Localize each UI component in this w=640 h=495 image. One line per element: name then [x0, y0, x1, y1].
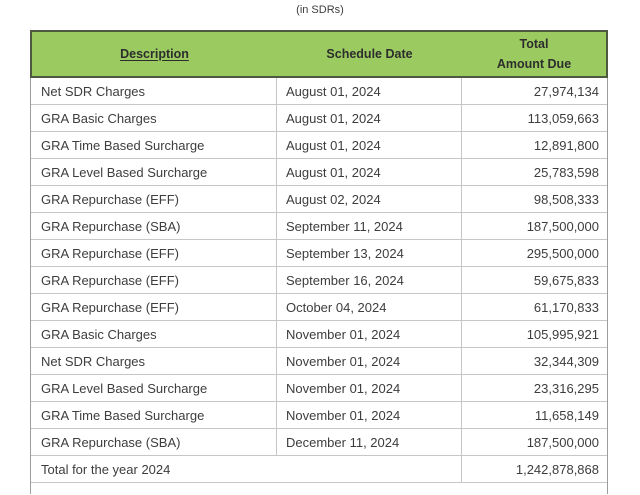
amount-cell: 59,675,833	[533, 272, 599, 288]
schedule-date-cell: August 02, 2024	[277, 186, 462, 212]
schedule-date-cell: September 11, 2024	[277, 213, 462, 239]
amount-cell: 295,500,000	[526, 245, 599, 261]
amount-cell: 12,891,800	[533, 137, 599, 153]
amount-cell: 187,500,000	[526, 218, 599, 234]
total-amount-due-header-line1: Total	[519, 37, 549, 51]
table-row: GRA Repurchase (EFF) September 13, 2024 …	[31, 240, 607, 267]
table-row: GRA Repurchase (EFF) October 04, 2024 61…	[31, 294, 607, 321]
table-row: GRA Repurchase (EFF) August 02, 2024 98,…	[31, 186, 607, 213]
description-cell: GRA Repurchase (SBA)	[31, 213, 277, 239]
table-row: GRA Repurchase (SBA) December 11, 2024 1…	[31, 429, 607, 456]
schedule-date-cell: September 13, 2024	[277, 240, 462, 266]
schedule-date-cell: August 01, 2024	[277, 105, 462, 131]
description-cell: GRA Repurchase (EFF)	[31, 267, 277, 293]
amount-cell: 187,500,000	[526, 434, 599, 450]
schedule-date-column-header: Schedule Date	[326, 47, 413, 61]
schedule-date-cell: November 01, 2024	[277, 348, 462, 374]
description-column-header: Description	[32, 47, 277, 61]
table-body: Net SDR Charges August 01, 2024 27,974,1…	[30, 78, 608, 494]
amount-cell: 11,658,149	[534, 407, 599, 423]
total-amount-cell: 1,242,878,868	[515, 461, 599, 477]
table-row: Net SDR Charges August 01, 2024 27,974,1…	[31, 78, 607, 105]
table-row: GRA Time Based Surcharge November 01, 20…	[31, 402, 607, 429]
description-cell: GRA Repurchase (SBA)	[31, 429, 277, 455]
description-cell: GRA Repurchase (EFF)	[31, 240, 277, 266]
schedule-date-cell: September 16, 2024	[277, 267, 462, 293]
schedule-date-cell: October 04, 2024	[277, 294, 462, 320]
table-row: Net SDR Charges November 01, 2024 32,344…	[31, 348, 607, 375]
total-label-cell: Total for the year 2024	[31, 456, 462, 482]
description-cell: GRA Repurchase (EFF)	[31, 186, 277, 212]
description-cell: GRA Repurchase (EFF)	[31, 294, 277, 320]
total-amount-due-header-line2: Amount Due	[496, 57, 572, 71]
amount-cell: 105,995,921	[526, 326, 599, 342]
table-header-row: Description Schedule Date Total Amount D…	[30, 30, 608, 78]
table-row: GRA Time Based Surcharge August 01, 2024…	[31, 132, 607, 159]
description-cell: GRA Time Based Surcharge	[31, 132, 277, 158]
table-row: GRA Basic Charges November 01, 2024 105,…	[31, 321, 607, 348]
schedule-date-cell: August 01, 2024	[277, 159, 462, 185]
amount-cell: 98,508,333	[533, 191, 599, 207]
amount-cell: 27,974,134	[533, 83, 599, 99]
description-column-sort-link[interactable]: Description	[120, 47, 189, 61]
amount-cell: 23,316,295	[533, 380, 599, 396]
amount-cell: 113,059,663	[527, 110, 599, 126]
schedule-date-cell: November 01, 2024	[277, 402, 462, 428]
description-cell: GRA Level Based Surcharge	[31, 159, 277, 185]
description-cell: GRA Basic Charges	[31, 321, 277, 347]
table-row: GRA Basic Charges August 01, 2024 113,05…	[31, 105, 607, 132]
description-cell: GRA Basic Charges	[31, 105, 277, 131]
table-row: GRA Repurchase (SBA) September 11, 2024 …	[31, 213, 607, 240]
table-row: GRA Level Based Surcharge November 01, 2…	[31, 375, 607, 402]
description-cell: GRA Time Based Surcharge	[31, 402, 277, 428]
table-caption: (in SDRs)	[296, 4, 344, 16]
schedule-date-cell: August 01, 2024	[277, 78, 462, 104]
table-row: GRA Repurchase (EFF) September 16, 2024 …	[31, 267, 607, 294]
payment-schedule-table: Description Schedule Date Total Amount D…	[30, 30, 608, 494]
schedule-date-cell: November 01, 2024	[277, 375, 462, 401]
description-cell: GRA Level Based Surcharge	[31, 375, 277, 401]
table-row: GRA Level Based Surcharge August 01, 202…	[31, 159, 607, 186]
total-amount-due-column-header: Total Amount Due	[462, 37, 606, 71]
amount-cell: 32,344,309	[533, 353, 599, 369]
description-cell: Net SDR Charges	[31, 78, 277, 104]
description-cell: Net SDR Charges	[31, 348, 277, 374]
amount-cell: 61,170,833	[533, 299, 599, 315]
amount-cell: 25,783,598	[533, 164, 599, 180]
schedule-date-cell: December 11, 2024	[277, 429, 462, 455]
schedule-date-cell: August 01, 2024	[277, 132, 462, 158]
clipped-empty-row	[31, 483, 607, 494]
total-row: Total for the year 2024 1,242,878,868	[31, 456, 607, 483]
schedule-date-cell: November 01, 2024	[277, 321, 462, 347]
